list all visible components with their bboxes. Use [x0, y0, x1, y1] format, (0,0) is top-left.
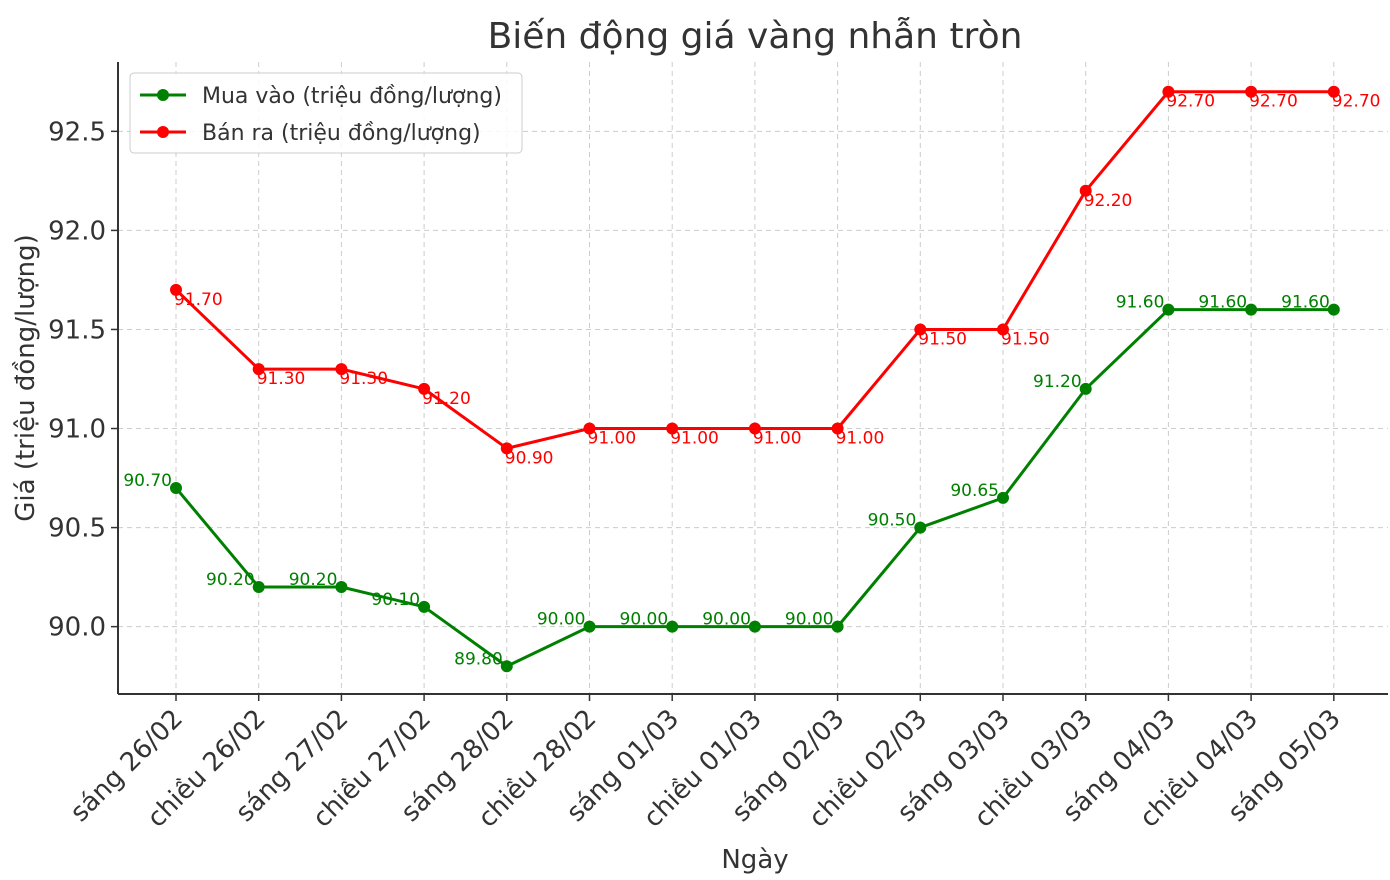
data-point: [418, 382, 431, 395]
data-point: [1079, 382, 1092, 395]
data-label: 90.10: [371, 590, 420, 610]
data-point: [748, 620, 761, 633]
data-point: [997, 323, 1009, 336]
legend-label: Bán ra (triệu đồng/lượng): [202, 121, 481, 146]
data-label: 91.60: [1116, 293, 1165, 313]
data-point: [1245, 85, 1258, 98]
data-label: 92.70: [1166, 92, 1215, 112]
y-ticks: 90.0 90.5 91.0 91.5 92.0 92.5: [48, 117, 118, 643]
data-label: 90.00: [785, 610, 834, 630]
data-label: 91.50: [1001, 329, 1050, 349]
y-tick-label: 92.0: [48, 216, 106, 246]
data-label: 92.20: [1084, 191, 1133, 211]
data-label: 90.20: [289, 570, 338, 590]
data-point: [1162, 303, 1175, 316]
data-label: 91.20: [1033, 372, 1082, 392]
chart-title: Biến động giá vàng nhẫn tròn: [488, 16, 1023, 57]
data-label: 89.80: [454, 649, 503, 669]
data-point: [666, 422, 679, 435]
data-label: 90.50: [868, 511, 917, 531]
y-axis-label: Giá (triệu đồng/lượng): [11, 234, 41, 521]
data-point: [252, 581, 265, 594]
y-tick-label: 91.5: [48, 315, 106, 345]
data-label: 91.00: [670, 429, 719, 449]
data-label: 91.00: [753, 429, 802, 449]
y-tick-label: 90.0: [48, 613, 106, 643]
data-label: 90.00: [702, 610, 751, 630]
legend-label: Mua vào (triệu đồng/lượng): [202, 84, 502, 109]
data-point: [1327, 85, 1340, 98]
data-point: [170, 481, 182, 494]
data-label: 91.70: [174, 290, 223, 310]
data-point: [335, 581, 348, 594]
data-point: [997, 491, 1009, 504]
data-label: 91.00: [588, 429, 637, 449]
data-label: 91.00: [836, 429, 885, 449]
data-point: [831, 422, 844, 435]
y-tick-label: 92.5: [48, 117, 106, 147]
data-label: 91.30: [339, 369, 388, 389]
data-point: [831, 620, 844, 633]
legend: Mua vào (triệu đồng/lượng) Bán ra (triệu …: [129, 72, 523, 154]
data-label: 91.20: [422, 389, 471, 409]
data-point: [500, 660, 513, 673]
data-label: 91.60: [1198, 293, 1247, 313]
data-point: [1245, 303, 1258, 316]
data-point: [1079, 184, 1092, 197]
legend-marker: [157, 89, 169, 101]
data-point: [335, 363, 348, 376]
data-point: [1327, 303, 1340, 316]
data-point: [583, 620, 596, 633]
data-point: [914, 521, 927, 534]
data-label: 92.70: [1332, 92, 1381, 112]
data-point: [252, 363, 265, 376]
data-label: 92.70: [1249, 92, 1298, 112]
data-point: [418, 600, 431, 613]
data-point: [748, 422, 761, 435]
series-group: 90.70 90.20 90.20 90.10 89.80 90.00 90.00 90.00…: [123, 85, 1381, 673]
data-label: 90.00: [620, 610, 669, 630]
data-point: [170, 283, 182, 296]
data-point: [500, 442, 513, 455]
legend-marker: [157, 126, 169, 138]
data-point: [914, 323, 927, 336]
data-label: 91.30: [257, 369, 306, 389]
data-label: 90.65: [950, 481, 999, 501]
data-label: 90.70: [123, 471, 172, 491]
data-label: 91.50: [918, 329, 967, 349]
data-point: [1162, 85, 1175, 98]
x-axis-label: Ngày: [721, 845, 788, 875]
data-label: 90.20: [206, 570, 255, 590]
data-point: [583, 422, 596, 435]
data-label: 90.90: [505, 448, 554, 468]
legend-box: [129, 72, 523, 154]
axes: [117, 62, 1388, 695]
y-tick-label: 91.0: [48, 415, 106, 445]
data-point: [666, 620, 679, 633]
data-label: 90.00: [537, 610, 586, 630]
grid: [118, 62, 1388, 694]
data-label: 91.60: [1281, 293, 1330, 313]
y-tick-label: 90.5: [48, 514, 106, 544]
